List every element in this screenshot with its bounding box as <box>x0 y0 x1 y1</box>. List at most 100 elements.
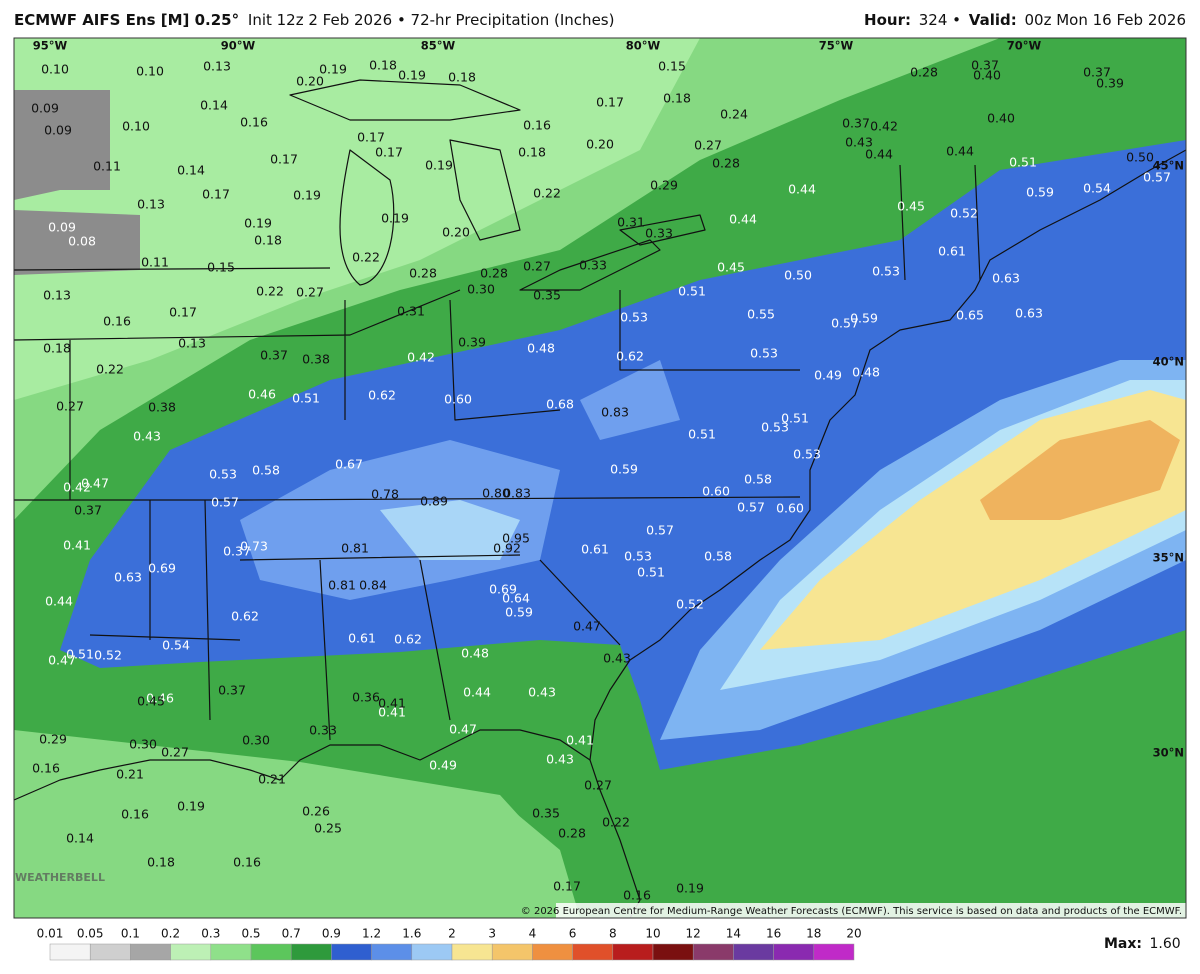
precip-label: 0.37 <box>842 116 870 131</box>
longitude-label: 85°W <box>421 39 456 53</box>
heaviest-land-precip <box>380 500 520 560</box>
precip-label: 0.17 <box>553 879 581 894</box>
precip-label: 0.17 <box>169 305 197 320</box>
precip-label: 0.59 <box>610 462 638 477</box>
precip-label: 0.19 <box>293 188 321 203</box>
precip-label: 0.60 <box>702 484 730 499</box>
precip-label: 0.41 <box>566 733 594 748</box>
value-labels: 0.10 0.10 0.130.200.19 0.180.19 0.180.150.18… <box>31 58 1171 903</box>
precip-label: 0.45 <box>897 199 925 214</box>
precip-label: 0.69 <box>148 561 176 576</box>
precip-label: 0.38 <box>302 352 330 367</box>
precip-label: 0.27 <box>584 778 612 793</box>
precip-label: 0.45 <box>717 260 745 275</box>
precip-label: 0.62 <box>368 388 396 403</box>
precip-label: 0.63 <box>1015 306 1043 321</box>
colorbar-tick: 1.2 <box>362 927 381 941</box>
precip-label: 0.51 <box>637 565 665 580</box>
precip-label: 0.41 <box>63 538 91 553</box>
precip-label: 0.51 <box>678 284 706 299</box>
colorbar-swatch <box>652 943 694 961</box>
precip-label: 0.50 <box>784 268 812 283</box>
latitude-label: 30°N <box>1153 746 1184 760</box>
precip-label: 0.52 <box>676 597 704 612</box>
precip-label: 0.31 <box>397 304 425 319</box>
precip-label: 0.17 <box>202 187 230 202</box>
precip-label: 0.37 <box>218 683 246 698</box>
precip-label: 0.57 <box>646 523 674 538</box>
precip-label: 0.42 <box>870 119 898 134</box>
precip-label: 0.36 <box>352 690 380 705</box>
precip-label: 0.53 <box>620 310 648 325</box>
precip-label: 0.20 <box>586 137 614 152</box>
precip-label: 0.53 <box>872 264 900 279</box>
precip-label: 0.28 <box>712 156 740 171</box>
precip-label: 0.13 <box>203 59 231 74</box>
precip-label: 0.30 <box>467 282 495 297</box>
precip-label: 0.51 <box>66 647 94 662</box>
watermark: WEATHERBELL <box>15 871 105 884</box>
precip-label: 0.47 <box>573 619 601 634</box>
colorbar-swatch <box>371 943 413 961</box>
precip-label: 0.95 <box>502 531 530 546</box>
precip-label: 0.47 <box>449 722 477 737</box>
valid-value: 00z Mon 16 Feb 2026 <box>1025 11 1186 29</box>
precip-label: 0.35 <box>533 288 561 303</box>
light-precip <box>14 38 700 400</box>
precip-label: 0.62 <box>616 349 644 364</box>
precip-label: 0.10 <box>41 62 69 77</box>
precip-label: 0.22 <box>96 362 124 377</box>
precip-label: 0.24 <box>720 107 748 122</box>
precip-label: 0.16 <box>233 855 261 870</box>
precip-label: 0.43 <box>133 429 161 444</box>
precip-label: 0.17 <box>357 130 385 145</box>
precip-label: 0.53 <box>624 549 652 564</box>
colorbar-swatch <box>813 943 855 961</box>
colorbar-swatch <box>210 943 252 961</box>
precip-label: 0.64 <box>502 591 530 606</box>
precip-label: 0.58 <box>744 472 772 487</box>
colorbar-swatch <box>49 943 91 961</box>
precip-label: 0.27 <box>56 399 84 414</box>
precip-label: 0.33 <box>645 226 673 241</box>
precip-label: 0.28 <box>910 65 938 80</box>
lakes <box>289 79 706 291</box>
precip-label: 0.27 <box>523 259 551 274</box>
colorbar-swatch <box>572 943 614 961</box>
precip-label: 0.54 <box>1083 181 1111 196</box>
precip-label: 0.18 <box>254 233 282 248</box>
precip-label: 0.19 <box>676 881 704 896</box>
colorbar-swatch <box>250 943 292 961</box>
colorbar-tick: 4 <box>529 927 537 941</box>
precip-label: 0.58 <box>252 463 280 478</box>
precip-label: 0.63 <box>114 570 142 585</box>
precip-label: 0.39 <box>458 335 486 350</box>
precip-label: 0.37 <box>223 544 251 559</box>
precip-label: 0.43 <box>546 752 574 767</box>
precip-label: 0.52 <box>94 648 122 663</box>
precip-label: 0.14 <box>200 98 228 113</box>
precip-label: 0.08 <box>68 234 96 249</box>
precip-label: 0.16 <box>121 807 149 822</box>
precip-label: 0.18 <box>448 70 476 85</box>
precip-label: 0.15 <box>207 260 235 275</box>
precip-label: 0.83 <box>601 405 629 420</box>
precip-label: 0.42 <box>407 350 435 365</box>
precip-label: 0.14 <box>66 831 94 846</box>
heavier-precip <box>240 360 680 600</box>
precip-label: 0.19 <box>398 68 426 83</box>
colorbar-tick: 0.7 <box>282 927 301 941</box>
precip-label: 0.11 <box>93 159 121 174</box>
precip-label: 0.58 <box>704 549 732 564</box>
precip-label: 0.89 <box>420 494 448 509</box>
precip-label: 0.29 <box>650 178 678 193</box>
precip-label: 0.61 <box>938 244 966 259</box>
precip-label: 0.25 <box>314 821 342 836</box>
precip-label: 0.22 <box>533 186 561 201</box>
colorbar-tick: 16 <box>766 927 781 941</box>
precip-label: 0.33 <box>579 258 607 273</box>
legend: 0.01 0.05 0.1 0.2 0.3 0.5 0.7 0.9 1.2 1.6 2 3 4 6 8 10 1… <box>37 927 862 961</box>
precip-label: 0.43 <box>603 651 631 666</box>
precip-label: 0.13 <box>178 336 206 351</box>
precip-label: 0.39 <box>1096 76 1124 91</box>
